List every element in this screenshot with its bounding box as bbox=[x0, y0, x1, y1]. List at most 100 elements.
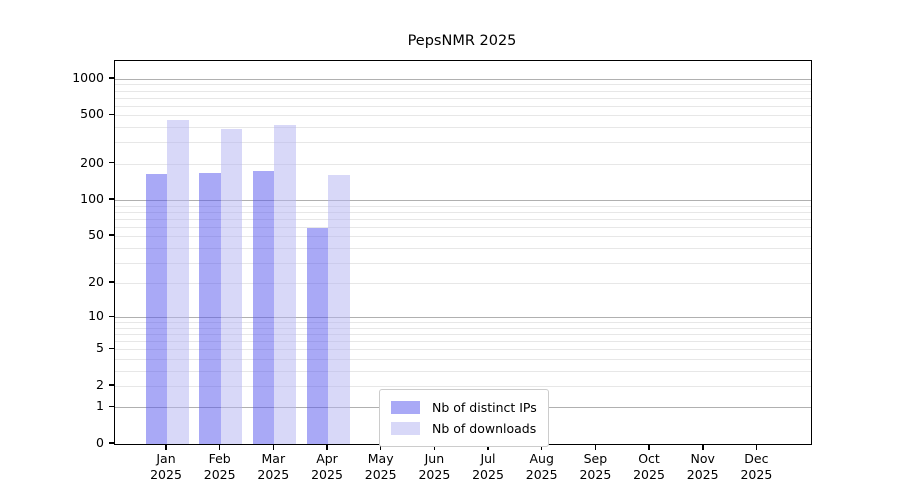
x-tick-mark-jan bbox=[165, 444, 167, 450]
gridline-80 bbox=[115, 211, 811, 213]
gridline-800 bbox=[115, 90, 811, 92]
y-tick-mark-10 bbox=[109, 315, 114, 317]
x-tick-label-year: 2025 bbox=[633, 467, 665, 483]
x-tick-label-year: 2025 bbox=[418, 467, 451, 483]
x-tick-label-year: 2025 bbox=[257, 467, 290, 483]
chart-title: PepsNMR 2025 bbox=[407, 33, 517, 49]
x-tick-label-feb: Feb 2025 bbox=[178, 451, 262, 484]
y-tick-mark-500 bbox=[109, 113, 114, 116]
x-tick-mark-feb bbox=[218, 444, 221, 450]
y-tick-label-10: 10 bbox=[88, 308, 104, 324]
x-tick-mark-jun bbox=[433, 444, 436, 450]
x-tick-label-apr: Apr 2025 bbox=[285, 451, 369, 484]
x-tick-label-oct: Oct 2025 bbox=[607, 451, 691, 484]
x-tick-label-month: Nov bbox=[690, 451, 715, 466]
gridline-1000 bbox=[115, 78, 811, 80]
gridline-400 bbox=[115, 127, 811, 129]
y-tick-label-0: 0 bbox=[96, 435, 104, 450]
gridline-3 bbox=[115, 370, 811, 372]
bar-nb-of-distinct-ips-jan bbox=[145, 173, 167, 444]
y-tick-label-5: 5 bbox=[96, 340, 104, 356]
x-tick-label-dec: Dec 2025 bbox=[714, 451, 798, 484]
x-tick-label-may: May 2025 bbox=[339, 451, 423, 484]
y-tick-mark-1000 bbox=[109, 77, 114, 79]
bar-nb-of-distinct-ips-mar bbox=[252, 171, 275, 444]
gridline-8 bbox=[115, 327, 811, 329]
gridline-500 bbox=[115, 115, 811, 117]
bar-nb-of-downloads-apr bbox=[328, 175, 350, 444]
x-tick-label-year: 2025 bbox=[364, 467, 397, 483]
legend-item-downloads: Nb of downloads bbox=[391, 418, 537, 439]
gridline-20 bbox=[115, 283, 811, 285]
legend-swatch-downloads bbox=[391, 422, 420, 435]
x-tick-label-jan: Jan 2025 bbox=[124, 451, 208, 484]
x-tick-label-month: Jul bbox=[480, 451, 496, 466]
y-tick-label-200: 200 bbox=[80, 154, 104, 170]
x-tick-mark-may bbox=[379, 444, 382, 450]
x-tick-mark-sep bbox=[594, 444, 597, 450]
y-tick-label-100: 100 bbox=[80, 191, 104, 206]
y-tick-label-50: 50 bbox=[88, 227, 104, 243]
x-tick-label-month: Oct bbox=[638, 451, 660, 466]
x-tick-mark-apr bbox=[326, 444, 328, 450]
bar-nb-of-distinct-ips-feb bbox=[199, 172, 221, 444]
gridline-40 bbox=[115, 247, 811, 249]
x-tick-mark-mar bbox=[272, 444, 275, 450]
x-tick-mark-oct bbox=[648, 444, 650, 450]
y-tick-mark-5 bbox=[109, 347, 114, 349]
gridline-70 bbox=[115, 218, 811, 220]
x-tick-label-month: Dec bbox=[744, 451, 769, 466]
x-tick-label-month: Jun bbox=[424, 451, 445, 466]
legend-item-distinct-ips: Nb of distinct IPs bbox=[391, 397, 537, 418]
legend-swatch-distinct-ips bbox=[391, 401, 420, 414]
y-tick-mark-50 bbox=[109, 234, 114, 236]
y-tick-label-1: 1 bbox=[96, 398, 104, 414]
gridline-4 bbox=[115, 358, 811, 360]
x-tick-mark-nov bbox=[702, 444, 704, 450]
gridline-9 bbox=[115, 322, 811, 324]
gridline-60 bbox=[115, 226, 811, 228]
gridline-100 bbox=[115, 200, 811, 201]
bar-nb-of-distinct-ips-apr bbox=[306, 227, 328, 444]
gridline-50 bbox=[115, 236, 811, 238]
y-tick-label-2: 2 bbox=[96, 376, 104, 392]
gridline-600 bbox=[115, 105, 811, 107]
x-tick-label-year: 2025 bbox=[311, 467, 343, 483]
bar-nb-of-downloads-mar bbox=[274, 124, 296, 444]
x-tick-label-nov: Nov 2025 bbox=[661, 451, 745, 484]
x-tick-label-year: 2025 bbox=[150, 467, 182, 483]
x-tick-mark-aug bbox=[540, 444, 543, 450]
y-tick-label-500: 500 bbox=[80, 106, 104, 122]
y-tick-label-20: 20 bbox=[88, 274, 104, 290]
gridline-200 bbox=[115, 163, 811, 165]
legend: Nb of distinct IPs Nb of downloads bbox=[379, 389, 549, 447]
x-tick-label-aug: Aug 2025 bbox=[500, 451, 584, 484]
x-tick-label-year: 2025 bbox=[686, 467, 719, 483]
gridline-900 bbox=[115, 84, 811, 86]
x-tick-label-month: Feb bbox=[208, 451, 231, 466]
legend-label-distinct-ips: Nb of distinct IPs bbox=[432, 400, 537, 415]
x-tick-label-month: Jan bbox=[156, 451, 176, 466]
x-tick-label-jun: Jun 2025 bbox=[392, 451, 476, 484]
x-tick-label-month: Sep bbox=[583, 451, 608, 466]
legend-label-downloads: Nb of downloads bbox=[432, 421, 537, 436]
gridline-10 bbox=[115, 317, 811, 319]
y-tick-mark-200 bbox=[109, 161, 114, 164]
x-tick-label-year: 2025 bbox=[740, 467, 773, 483]
gridline-300 bbox=[115, 142, 811, 144]
bar-nb-of-downloads-jan bbox=[167, 119, 189, 444]
x-tick-label-month: May bbox=[367, 451, 394, 466]
y-tick-mark-1 bbox=[109, 405, 114, 408]
y-tick-mark-20 bbox=[109, 281, 114, 283]
gridline-700 bbox=[115, 97, 811, 99]
gridline-5 bbox=[115, 349, 811, 351]
y-tick-label-1000: 1000 bbox=[72, 69, 104, 85]
x-tick-label-jul: Jul 2025 bbox=[446, 451, 530, 484]
gridline-6 bbox=[115, 341, 811, 343]
x-tick-label-sep: Sep 2025 bbox=[553, 451, 637, 484]
x-tick-label-year: 2025 bbox=[203, 467, 236, 483]
x-tick-label-mar: Mar 2025 bbox=[231, 451, 315, 484]
x-tick-label-year: 2025 bbox=[525, 467, 558, 483]
gridline-2 bbox=[115, 385, 811, 387]
